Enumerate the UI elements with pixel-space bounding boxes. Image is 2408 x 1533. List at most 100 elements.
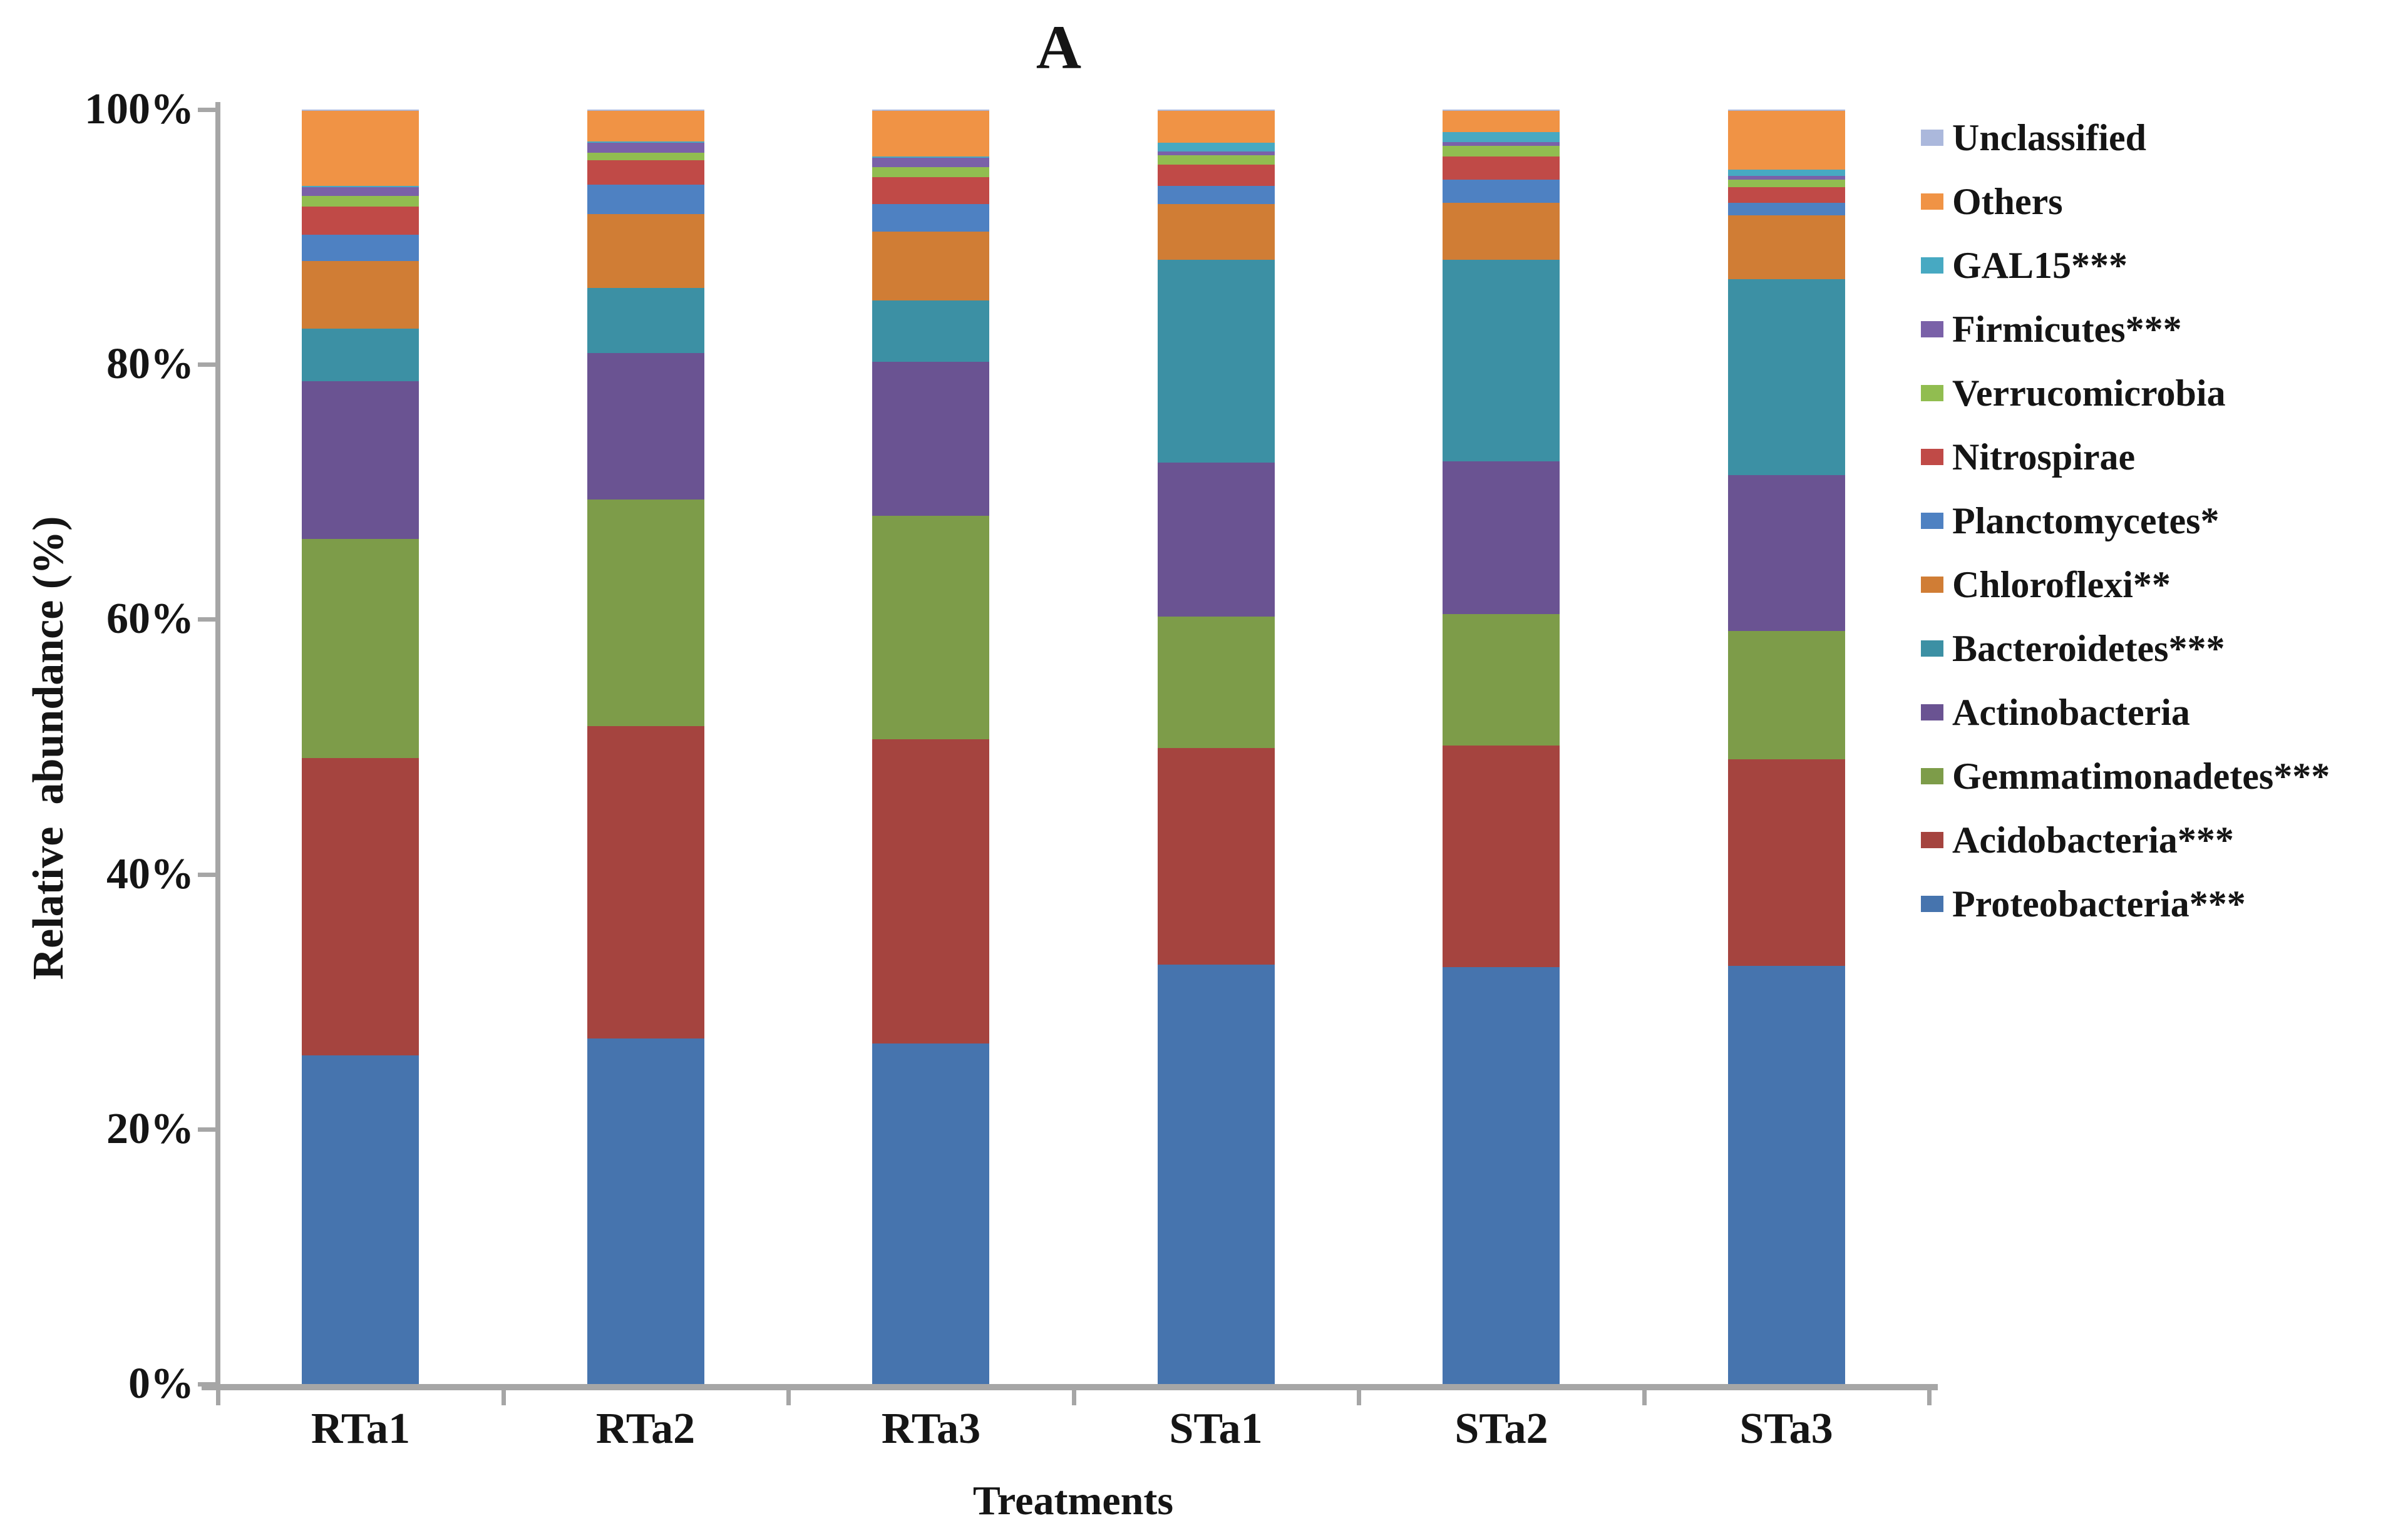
bar-segment-sta2-chloroflexi	[1443, 202, 1560, 260]
legend-item-proteobacteria: Proteobacteria***	[1921, 881, 2246, 926]
bar-segment-sta1-bacteroidetes	[1158, 260, 1275, 463]
bar-segment-rta1-chloroflexi	[302, 261, 419, 329]
legend-item-gemmatimonadetes: Gemmatimonadetes***	[1921, 754, 2330, 799]
x-tick-label-sta1: STa1	[1169, 1405, 1263, 1453]
bar-segment-sta3-firmicutes	[1728, 175, 1845, 180]
legend-item-chloroflexi: Chloroflexi**	[1921, 562, 2171, 607]
bar-segment-rta1-nitrospirae	[302, 206, 419, 235]
x-tick-label-sta3: STa3	[1739, 1405, 1833, 1453]
legend-swatch-planctomycetes	[1921, 513, 1943, 529]
legend-item-actinobacteria: Actinobacteria	[1921, 690, 2190, 735]
bar-segment-rta1-verrucomicrobia	[302, 196, 419, 207]
bar-segment-rta3-acidobacteria	[872, 739, 989, 1044]
y-tick-mark	[198, 1382, 220, 1387]
bar-segment-sta3-unclassified	[1728, 110, 1845, 111]
x-tick-mark	[1927, 1384, 1932, 1405]
bar-segment-rta2-chloroflexi	[587, 213, 704, 289]
y-tick-mark	[198, 1127, 220, 1132]
bar-segment-rta2-actinobacteria	[587, 352, 704, 500]
bar-segment-rta3-gemmatimonadetes	[872, 516, 989, 739]
legend-label-acidobacteria: Acidobacteria***	[1952, 819, 2234, 861]
bar-segment-rta3-planctomycetes	[872, 203, 989, 232]
legend-swatch-actinobacteria	[1921, 704, 1943, 720]
x-tick-mark	[786, 1384, 791, 1405]
bar-rta2	[587, 110, 704, 1384]
x-tick-label-rta1: RTa1	[311, 1405, 411, 1453]
bar-segment-rta1-gemmatimonadetes	[302, 539, 419, 759]
bar-segment-sta2-others	[1443, 111, 1560, 132]
legend-swatch-bacteroidetes	[1921, 640, 1943, 657]
bar-segment-rta3-nitrospirae	[872, 177, 989, 204]
legend-label-firmicutes: Firmicutes***	[1952, 308, 2182, 350]
bar-segment-rta2-others	[587, 111, 704, 141]
legend-item-firmicutes: Firmicutes***	[1921, 307, 2182, 352]
bar-segment-sta2-nitrospirae	[1443, 156, 1560, 180]
bar-segment-rta3-gal15	[872, 156, 989, 158]
bar-segment-rta2-firmicutes	[587, 142, 704, 153]
legend-swatch-chloroflexi	[1921, 577, 1943, 593]
bar-segment-sta2-unclassified	[1443, 110, 1560, 111]
bar-segment-rta1-actinobacteria	[302, 381, 419, 540]
y-tick-label: 0%	[128, 1360, 194, 1408]
y-tick-label: 40%	[106, 850, 194, 898]
legend-item-unclassified: Unclassified	[1921, 115, 2146, 160]
bar-segment-rta3-unclassified	[872, 110, 989, 111]
bar-segment-sta2-actinobacteria	[1443, 461, 1560, 615]
y-tick-label: 100%	[85, 85, 194, 133]
y-tick-label: 20%	[106, 1105, 194, 1153]
bar-segment-sta1-others	[1158, 111, 1275, 143]
bar-segment-rta3-chloroflexi	[872, 232, 989, 301]
y-tick-mark	[198, 873, 220, 877]
legend-swatch-unclassified	[1921, 130, 1943, 146]
legend-label-unclassified: Unclassified	[1952, 116, 2147, 158]
bar-segment-rta3-verrucomicrobia	[872, 167, 989, 177]
bar-segment-sta2-acidobacteria	[1443, 745, 1560, 968]
x-tick-mark	[1642, 1384, 1647, 1405]
bar-segment-sta1-unclassified	[1158, 110, 1275, 111]
y-tick-label: 60%	[106, 595, 194, 643]
x-axis-line	[202, 1384, 1938, 1390]
bar-segment-rta1-acidobacteria	[302, 758, 419, 1055]
legend-label-verrucomicrobia: Verrucomicrobia	[1952, 372, 2226, 414]
legend-label-proteobacteria: Proteobacteria***	[1952, 883, 2246, 925]
bar-segment-sta2-gal15	[1443, 131, 1560, 142]
bar-segment-rta1-others	[302, 111, 419, 187]
legend-swatch-verrucomicrobia	[1921, 385, 1943, 401]
panel-title: A	[1036, 13, 1082, 82]
bar-segment-sta1-gemmatimonadetes	[1158, 617, 1275, 749]
bar-segment-sta1-acidobacteria	[1158, 748, 1275, 965]
bar-segment-sta1-nitrospirae	[1158, 164, 1275, 187]
bar-segment-rta2-proteobacteria	[587, 1038, 704, 1384]
bar-segment-sta1-actinobacteria	[1158, 462, 1275, 617]
legend-label-chloroflexi: Chloroflexi**	[1952, 563, 2171, 605]
bar-sta3	[1728, 110, 1845, 1384]
bar-segment-sta2-bacteroidetes	[1443, 260, 1560, 461]
bar-rta3	[872, 110, 989, 1384]
legend-label-bacteroidetes: Bacteroidetes***	[1952, 627, 2225, 669]
bar-segment-rta3-proteobacteria	[872, 1043, 989, 1384]
legend-label-planctomycetes: Planctomycetes*	[1952, 500, 2220, 541]
bar-segment-sta1-verrucomicrobia	[1158, 155, 1275, 165]
bar-segment-sta3-actinobacteria	[1728, 475, 1845, 631]
bar-segment-rta2-bacteroidetes	[587, 288, 704, 353]
bar-segment-rta3-bacteroidetes	[872, 300, 989, 362]
bar-segment-rta2-nitrospirae	[587, 160, 704, 185]
legend-swatch-acidobacteria	[1921, 832, 1943, 848]
x-axis-title: Treatments	[972, 1478, 1174, 1524]
bar-segment-sta3-gemmatimonadetes	[1728, 630, 1845, 760]
bar-segment-rta2-verrucomicrobia	[587, 153, 704, 161]
bar-segment-rta2-acidobacteria	[587, 726, 704, 1039]
x-tick-label-rta2: RTa2	[595, 1405, 696, 1453]
bar-segment-rta2-gemmatimonadetes	[587, 500, 704, 727]
x-tick-mark	[1357, 1384, 1361, 1405]
y-tick-mark	[198, 108, 220, 112]
legend-label-others: Others	[1952, 180, 2063, 222]
y-tick-label: 80%	[106, 340, 194, 388]
legend-item-acidobacteria: Acidobacteria***	[1921, 818, 2234, 863]
x-tick-label-rta3: RTa3	[881, 1405, 981, 1453]
bar-segment-rta2-gal15	[587, 141, 704, 143]
legend-swatch-nitrospirae	[1921, 449, 1943, 465]
bar-segment-rta1-firmicutes	[302, 187, 419, 197]
y-tick-mark	[198, 617, 220, 622]
bar-segment-rta1-bacteroidetes	[302, 329, 419, 381]
